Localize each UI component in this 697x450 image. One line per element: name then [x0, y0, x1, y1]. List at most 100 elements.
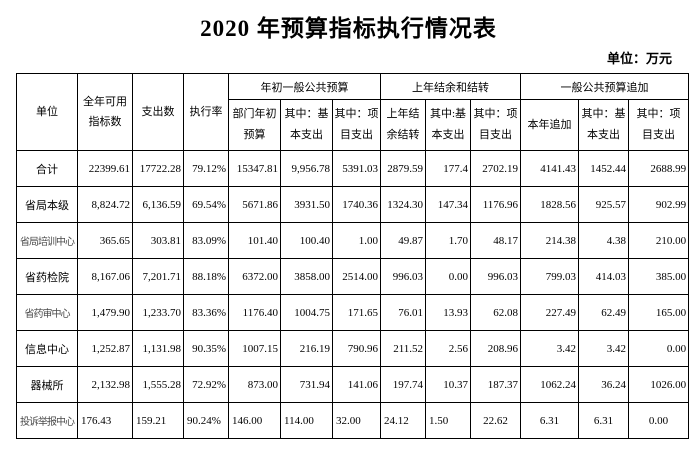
value-cell: 6.31: [520, 402, 580, 439]
value-cell: 925.57: [578, 186, 630, 223]
value-cell: 799.03: [520, 258, 580, 295]
table-row: 省药审中心 1,479.90 1,233.70 83.36% 1176.40 1004.7…: [16, 294, 690, 331]
value-cell: 1026.00: [628, 366, 690, 403]
value-cell: 62.08: [470, 294, 522, 331]
value-cell: 177.4: [425, 150, 472, 187]
unit-cell: 省局本级: [16, 186, 78, 223]
value-cell: 147.34: [425, 186, 472, 223]
value-cell: 187.37: [470, 366, 522, 403]
header-cell-initial-basic: 其中：基 本支出: [280, 99, 333, 151]
value-cell: 414.03: [578, 258, 630, 295]
value-cell: 15347.81: [228, 150, 281, 187]
value-cell: 7,201.71: [132, 258, 184, 295]
value-cell: 114.00: [280, 402, 333, 439]
value-cell: 24.12: [380, 402, 427, 439]
value-cell: 1.70: [425, 222, 472, 259]
unit-cell: 合计: [16, 150, 78, 187]
value-cell: 176.43: [77, 402, 133, 439]
table-row: 投诉举报中心 176.43 159.21 90.24% 146.00 114.00 32.0…: [16, 402, 690, 439]
value-cell: 902.99: [628, 186, 690, 223]
value-cell: 48.17: [470, 222, 522, 259]
value-cell: 0.00: [628, 330, 690, 367]
value-cell: 36.24: [578, 366, 630, 403]
value-cell: 873.00: [228, 366, 281, 403]
header-cell-execution-rate: 执行率: [183, 73, 229, 151]
header-cell-dept-initial-budget: 部门年初 预算: [228, 99, 281, 151]
page-title: 2020 年预算指标执行情况表: [200, 16, 497, 41]
unit-cell: 器械所: [16, 366, 78, 403]
value-cell: 8,824.72: [77, 186, 133, 223]
header-group-row: 单位 全年可用 指标数 支出数 执行率 年初一般公共预算 上年结余和结转 一般公…: [16, 73, 690, 151]
budget-table: 单位 全年可用 指标数 支出数 执行率 年初一般公共预算 上年结余和结转 一般公…: [16, 73, 690, 439]
value-cell: 72.92%: [183, 366, 229, 403]
value-cell: 214.38: [520, 222, 580, 259]
value-cell: 83.36%: [183, 294, 229, 331]
value-cell: 165.00: [628, 294, 690, 331]
value-cell: 3858.00: [280, 258, 333, 295]
header-cell-addition-basic: 其中：基 本支出: [578, 99, 630, 151]
value-cell: 5671.86: [228, 186, 281, 223]
value-cell: 996.03: [380, 258, 427, 295]
value-cell: 208.96: [470, 330, 522, 367]
header-cell-carryover-balance: 上年结 余结转: [380, 99, 427, 151]
value-cell: 83.09%: [183, 222, 229, 259]
header-sub-row: 部门年初 预算 其中：基 本支出 其中：项 目支出 上年结 余结转 其中:基 本…: [17, 99, 690, 151]
header-cell-addition-project: 其中：项 目支出: [628, 99, 690, 151]
value-cell: 2514.00: [331, 258, 382, 295]
value-cell: 100.40: [280, 222, 333, 259]
value-cell: 1004.75: [280, 294, 333, 331]
value-cell: 4141.43: [520, 150, 580, 187]
value-cell: 62.49: [578, 294, 630, 331]
value-cell: 90.24%: [183, 402, 229, 439]
header-group-carryover: 上年结余和结转: [380, 73, 522, 100]
header-cell-expenditure: 支出数: [132, 73, 184, 151]
value-cell: 9,956.78: [280, 150, 333, 187]
unit-note: 单位：万元: [606, 51, 672, 66]
value-cell: 13.93: [425, 294, 472, 331]
value-cell: 2702.19: [470, 150, 522, 187]
value-cell: 210.00: [628, 222, 690, 259]
table-header: 单位 全年可用 指标数 支出数 执行率 年初一般公共预算 上年结余和结转 一般公…: [16, 73, 690, 151]
value-cell: 6.31: [578, 402, 630, 439]
header-cell-year-addition: 本年追加: [520, 99, 580, 151]
header-cell-carryover-basic: 其中:基 本支出: [425, 99, 472, 151]
value-cell: 1,479.90: [77, 294, 133, 331]
value-cell: 101.40: [228, 222, 281, 259]
value-cell: 1176.40: [228, 294, 281, 331]
value-cell: 1828.56: [520, 186, 580, 223]
value-cell: 1.50: [425, 402, 472, 439]
value-cell: 303.81: [132, 222, 184, 259]
value-cell: 1740.36: [331, 186, 382, 223]
table-row: 信息中心 1,252.87 1,131.98 90.35% 1007.15 216.19 7…: [16, 330, 690, 367]
value-cell: 88.18%: [183, 258, 229, 295]
value-cell: 1324.30: [380, 186, 427, 223]
unit-cell: 信息中心: [16, 330, 78, 367]
value-cell: 1,252.87: [77, 330, 133, 367]
value-cell: 1,131.98: [132, 330, 184, 367]
header-cell-initial-project: 其中：项 目支出: [331, 99, 382, 151]
value-cell: 6372.00: [228, 258, 281, 295]
value-cell: 3931.50: [280, 186, 333, 223]
header-cell-unit: 单位: [16, 73, 78, 151]
table-row: 器械所 2,132.98 1,555.28 72.92% 873.00 731.94 141…: [16, 366, 690, 403]
table-row: 省局本级 8,824.72 6,136.59 69.54% 5671.86 3931.50…: [16, 186, 690, 223]
table-row: 省局培训中心 365.65 303.81 83.09% 101.40 100.40 1.00…: [16, 222, 690, 259]
value-cell: 385.00: [628, 258, 690, 295]
value-cell: 365.65: [77, 222, 133, 259]
value-cell: 3.42: [520, 330, 580, 367]
header-cell-carryover-project: 其中：项 目支出: [470, 99, 522, 151]
value-cell: 2688.99: [628, 150, 690, 187]
table-row: 省药检院 8,167.06 7,201.71 88.18% 6372.00 3858.00…: [16, 258, 690, 295]
value-cell: 146.00: [228, 402, 281, 439]
value-cell: 1452.44: [578, 150, 630, 187]
unit-cell: 投诉举报中心: [16, 402, 78, 439]
value-cell: 1,233.70: [132, 294, 184, 331]
value-cell: 1.00: [331, 222, 382, 259]
value-cell: 0.00: [425, 258, 472, 295]
value-cell: 216.19: [280, 330, 333, 367]
value-cell: 211.52: [380, 330, 427, 367]
value-cell: 1176.96: [470, 186, 522, 223]
value-cell: 2,132.98: [77, 366, 133, 403]
value-cell: 22.62: [470, 402, 522, 439]
